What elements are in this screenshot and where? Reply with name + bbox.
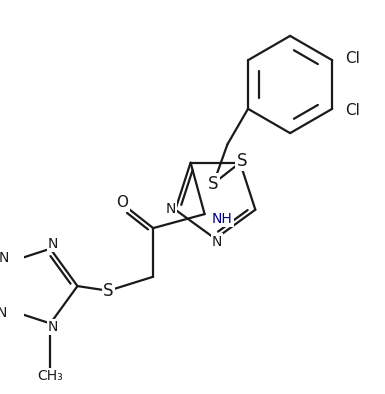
Text: Cl: Cl	[345, 51, 360, 66]
Text: S: S	[103, 282, 114, 300]
Text: N: N	[0, 306, 7, 320]
Text: N: N	[48, 237, 58, 251]
Text: S: S	[208, 175, 219, 193]
Text: Cl: Cl	[345, 103, 360, 118]
Text: CH₃: CH₃	[37, 369, 63, 383]
Text: N: N	[48, 320, 58, 334]
Text: NH: NH	[212, 212, 233, 226]
Text: S: S	[237, 152, 247, 170]
Text: N: N	[166, 202, 176, 216]
Text: O: O	[116, 195, 128, 210]
Text: N: N	[0, 251, 9, 265]
Text: N: N	[212, 234, 223, 249]
